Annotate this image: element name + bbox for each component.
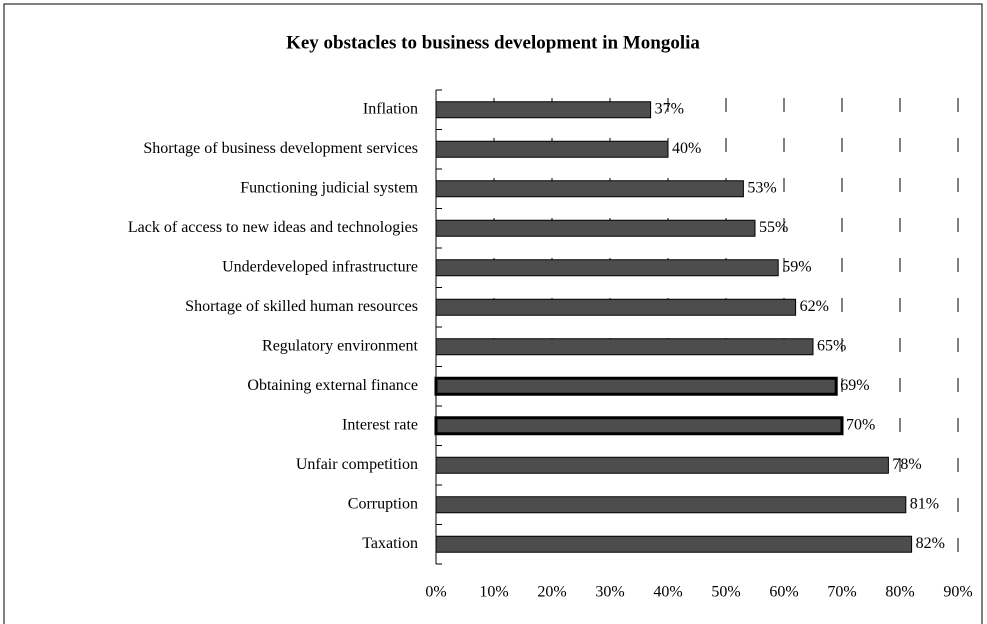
- value-label: 82%: [916, 535, 945, 552]
- x-tick-label: 50%: [711, 584, 740, 601]
- bar: [434, 376, 838, 396]
- value-label: 59%: [782, 258, 811, 275]
- x-tick-label: 0%: [425, 584, 446, 601]
- y-tick-label: Unfair competition: [296, 456, 418, 473]
- value-label: 40%: [672, 140, 701, 157]
- bar: [435, 535, 913, 553]
- bar: [435, 298, 797, 316]
- y-tick-label: Inflation: [363, 100, 418, 117]
- x-tick-label: 60%: [769, 584, 798, 601]
- bar: [435, 180, 744, 198]
- value-label: 37%: [655, 100, 684, 117]
- y-tick-label: Interest rate: [342, 416, 418, 433]
- value-label: 81%: [910, 495, 939, 512]
- y-tick-label: Underdeveloped infrastructure: [222, 258, 418, 275]
- y-tick-label: Corruption: [348, 495, 418, 512]
- y-tick-label: Regulatory environment: [262, 337, 419, 354]
- y-tick-label: Lack of access to new ideas and technolo…: [128, 219, 418, 236]
- bar: [435, 496, 907, 514]
- y-tick-label: Obtaining external finance: [247, 377, 418, 394]
- y-tick-label: Shortage of business development service…: [143, 140, 418, 157]
- y-tick-label: Shortage of skilled human resources: [185, 298, 418, 315]
- bar: [434, 416, 844, 436]
- value-label: 53%: [747, 179, 776, 196]
- x-tick-label: 80%: [885, 584, 914, 601]
- bar: [435, 259, 779, 277]
- value-label: 55%: [759, 219, 788, 236]
- bar: [435, 140, 669, 158]
- value-label: 78%: [892, 456, 921, 473]
- bar: [435, 338, 814, 356]
- y-tick-label: Functioning judicial system: [240, 179, 418, 196]
- value-label: 70%: [846, 416, 875, 433]
- x-tick-label: 10%: [479, 584, 508, 601]
- x-tick-label: 90%: [943, 584, 972, 601]
- x-tick-label: 20%: [537, 584, 566, 601]
- value-label: 69%: [840, 377, 869, 394]
- bar: [435, 101, 652, 119]
- x-tick-label: 40%: [653, 584, 682, 601]
- bar: [435, 456, 889, 474]
- x-tick-label: 30%: [595, 584, 624, 601]
- x-tick-label: 70%: [827, 584, 856, 601]
- y-tick-label: Taxation: [362, 535, 418, 552]
- value-label: 65%: [817, 337, 846, 354]
- bar: [435, 219, 756, 237]
- value-label: 62%: [800, 298, 829, 315]
- chart-title: Key obstacles to business development in…: [286, 32, 700, 53]
